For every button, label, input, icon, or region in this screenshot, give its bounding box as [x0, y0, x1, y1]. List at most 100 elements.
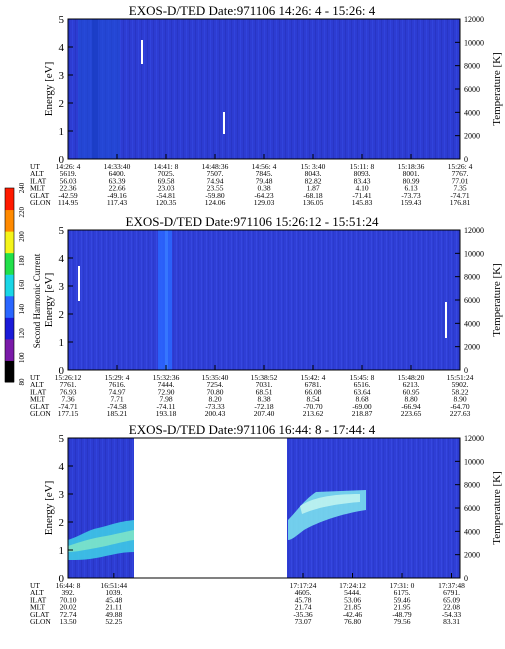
ephemeris-value: 21.85: [344, 603, 361, 612]
ephemeris-value: -49.16: [107, 191, 127, 200]
y-tick-label: 2: [59, 309, 65, 321]
y-tick-label: 2: [59, 517, 65, 529]
ephemeris-value: 14:56: 4: [252, 162, 277, 171]
ephemeris-value: 20.02: [60, 603, 77, 612]
y-tick-label: 5: [59, 433, 65, 445]
ephemeris-value: 15: 3:40: [301, 162, 326, 171]
colorbar-label: Second Harmonic Current: [32, 253, 42, 348]
ephemeris-value: 5619.: [60, 169, 77, 178]
panel-2-band-edge: [165, 230, 168, 370]
ephemeris-value: 7761.: [60, 380, 77, 389]
panel-2-ylabel: Energy [eV]: [43, 273, 55, 327]
y2-tick-label: 6000: [464, 504, 480, 513]
ephemeris-value: 63.39: [109, 176, 126, 185]
ephemeris-value: 63.64: [354, 387, 371, 396]
ephemeris-value: 145.83: [352, 198, 373, 207]
ephemeris-value: 15:42: 4: [301, 373, 326, 382]
ephemeris-value: 52.25: [105, 617, 122, 626]
ephemeris-value: 83.31: [443, 617, 460, 626]
ephemeris-value: 15:48:20: [398, 373, 425, 382]
ephemeris-row-label: UT: [30, 162, 40, 171]
ephemeris-row-label: ILAT: [30, 595, 47, 604]
ephemeris-value: 15:38:52: [251, 373, 278, 382]
colorbar-tick-label: 200: [18, 231, 26, 242]
ephemeris-value: 15:32:36: [153, 373, 180, 382]
y-tick-label: 2: [59, 98, 65, 110]
ephemeris-value: -64.23: [254, 191, 274, 200]
ephemeris-value: 1039.: [105, 588, 122, 597]
ephemeris-value: 6791.: [443, 588, 460, 597]
y2-tick-label: 10000: [464, 249, 484, 258]
ephemeris-value: -54.81: [156, 191, 176, 200]
y-tick-label: 5: [59, 14, 65, 26]
y-tick-label: 0: [59, 365, 65, 377]
ephemeris-value: 6781.: [305, 380, 322, 389]
panel-1-title: EXOS-D/TED Date:971106 14:26: 4 - 15:26:…: [129, 3, 376, 18]
y-tick-label: 0: [59, 573, 65, 585]
ephemeris-value: 17:31: 0: [390, 581, 415, 590]
ephemeris-value: 15:29: 4: [105, 373, 130, 382]
ephemeris-value: 6516.: [354, 380, 371, 389]
ephemeris-value: -64.70: [450, 402, 470, 411]
panel-1-y2label: Temperature [K]: [491, 52, 503, 125]
ephemeris-value: 7845.: [256, 169, 273, 178]
ephemeris-row-label: GLON: [30, 409, 51, 418]
ephemeris-value: 73.07: [295, 617, 312, 626]
ephemeris-value: 21.74: [295, 603, 312, 612]
ephemeris-value: 129.03: [254, 198, 275, 207]
ephemeris-value: 13.50: [60, 617, 77, 626]
y2-tick-label: 0: [464, 366, 468, 375]
ephemeris-row-label: ILAT: [30, 387, 47, 396]
ephemeris-value: 213.62: [303, 409, 324, 418]
panel-1-temp-bar: [141, 40, 143, 64]
colorbar-tick-label: 240: [18, 182, 26, 193]
colorbar-tick-label: 160: [18, 279, 26, 290]
ephemeris-value: 7025.: [158, 169, 175, 178]
ephemeris-value: 16:44: 8: [56, 581, 81, 590]
ephemeris-row-label: GLAT: [30, 610, 50, 619]
ephemeris-value: 79.56: [394, 617, 411, 626]
panel-1-ylabel: Energy [eV]: [43, 62, 55, 116]
ephemeris-value: 45.48: [105, 595, 122, 604]
ephemeris-value: 14:41: 8: [154, 162, 179, 171]
y2-tick-label: 2000: [464, 132, 480, 141]
panel-3-ylabel: Energy [eV]: [43, 481, 55, 535]
ephemeris-value: 76.80: [344, 617, 361, 626]
ephemeris-value: -70.70: [303, 402, 323, 411]
ephemeris-value: 77.01: [452, 176, 469, 185]
ephemeris-value: 6.13: [404, 184, 417, 193]
y-tick-label: 3: [59, 489, 65, 501]
ephemeris-value: 5902.: [452, 380, 469, 389]
y2-tick-label: 0: [464, 574, 468, 583]
ephemeris-value: 74.97: [109, 387, 126, 396]
ephemeris-value: 45.78: [295, 595, 312, 604]
ephemeris-value: 53.06: [344, 595, 361, 604]
ephemeris-value: 72.74: [60, 610, 77, 619]
y2-tick-label: 4000: [464, 319, 480, 328]
ephemeris-value: -73.33: [205, 402, 225, 411]
ephemeris-value: -74.71: [58, 402, 78, 411]
ephemeris-value: 218.87: [352, 409, 373, 418]
ephemeris-value: 193.18: [156, 409, 177, 418]
ephemeris-value: -72.18: [254, 402, 274, 411]
ephemeris-value: 60.95: [403, 387, 420, 396]
y2-tick-label: 12000: [464, 226, 484, 235]
y2-tick-label: 10000: [464, 457, 484, 466]
ephemeris-row-label: GLON: [30, 198, 51, 207]
colorbar-tick-label: 80: [18, 378, 26, 386]
ephemeris-value: 14:26: 4: [56, 162, 81, 171]
y-tick-label: 0: [59, 154, 65, 166]
ephemeris-value: 7616.: [109, 380, 126, 389]
ephemeris-value: 8.38: [257, 395, 270, 404]
ephemeris-value: 0.38: [257, 184, 270, 193]
ephemeris-value: 7.35: [453, 184, 466, 193]
ephemeris-value: -74.58: [107, 402, 127, 411]
ephemeris-value: 6400.: [109, 169, 126, 178]
ephemeris-value: 14:33:40: [104, 162, 131, 171]
ephemeris-value: 22.66: [109, 184, 126, 193]
ephemeris-value: -73.73: [401, 191, 421, 200]
ephemeris-value: 117.43: [107, 198, 128, 207]
colorbar-cell: [5, 188, 14, 211]
ephemeris-value: 79.48: [256, 176, 273, 185]
panel-2-temp-bar: [78, 266, 80, 301]
